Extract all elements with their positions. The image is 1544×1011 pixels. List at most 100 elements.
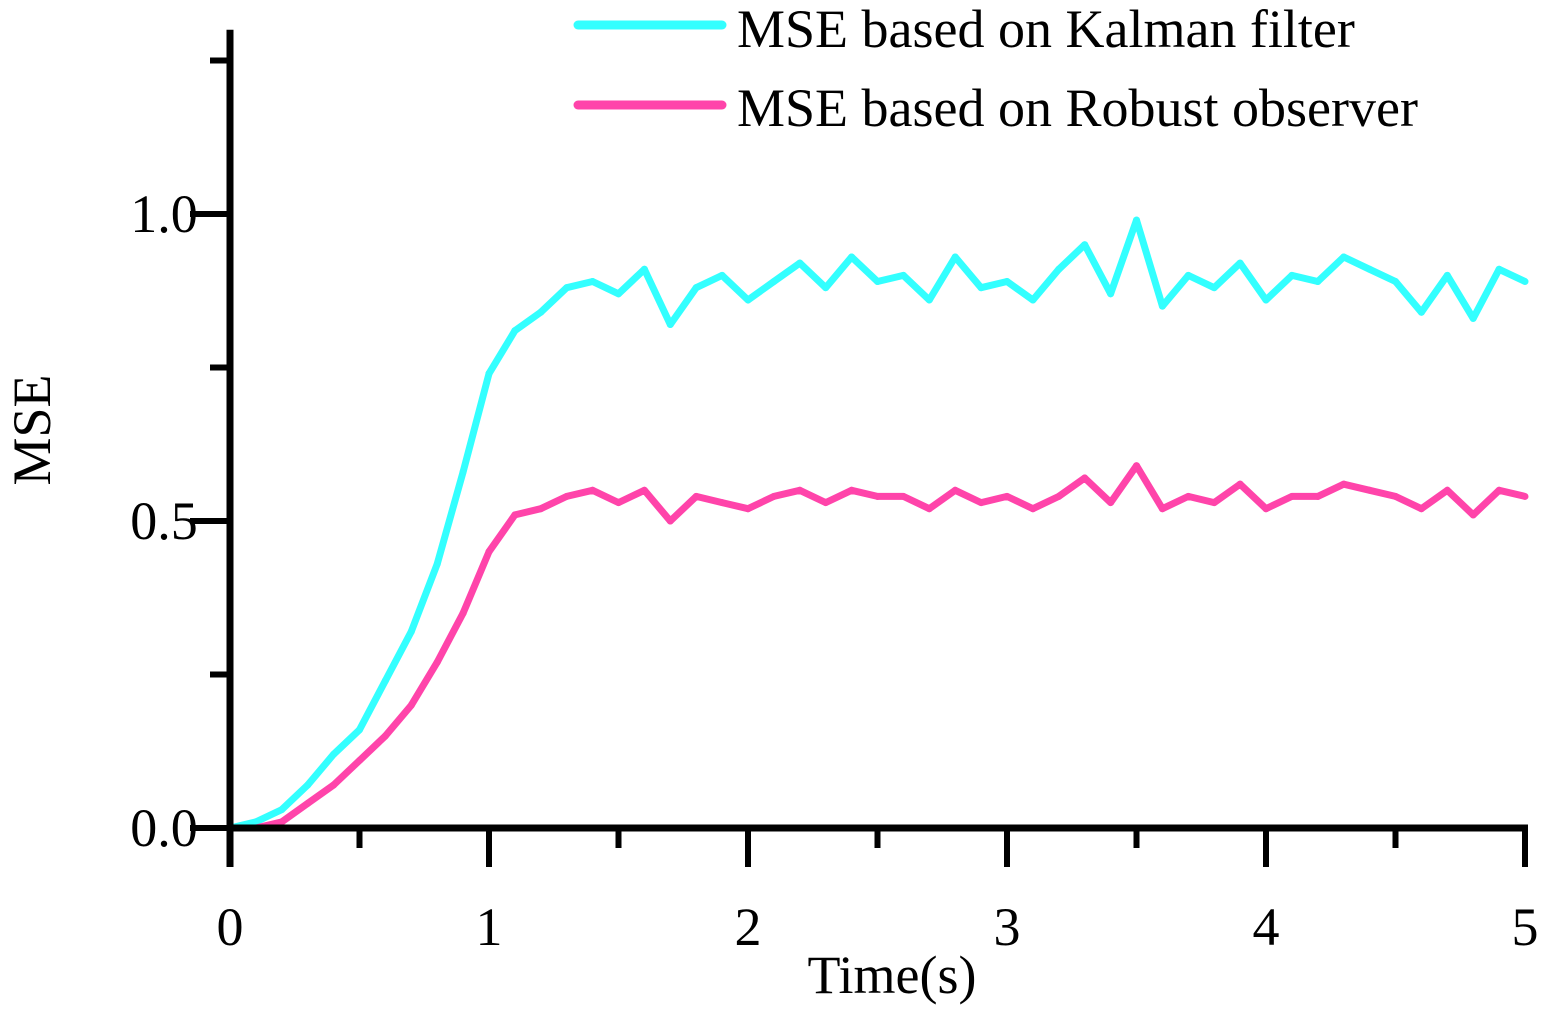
y-tick-label: 0.0 xyxy=(130,798,198,858)
data-point xyxy=(1521,492,1529,500)
data-point xyxy=(1392,278,1399,286)
data-point xyxy=(1495,265,1503,273)
data-point xyxy=(977,284,985,292)
data-point xyxy=(433,560,441,568)
data-point xyxy=(899,492,907,500)
data-point xyxy=(1133,216,1140,224)
data-point xyxy=(1055,492,1063,500)
data-point xyxy=(1107,499,1115,507)
data-point xyxy=(356,756,363,764)
data-point xyxy=(1288,492,1296,500)
data-point xyxy=(640,486,648,494)
data-point xyxy=(1081,474,1089,482)
data-point xyxy=(1210,499,1218,507)
data-point xyxy=(407,701,415,709)
data-point xyxy=(1495,486,1503,494)
x-tick-label: 2 xyxy=(735,897,762,957)
data-point xyxy=(1236,259,1244,267)
x-tick-label: 5 xyxy=(1512,897,1539,957)
data-point xyxy=(1236,480,1244,488)
data-point xyxy=(1184,271,1192,279)
data-point xyxy=(1262,296,1270,304)
data-point xyxy=(252,818,260,826)
data-point xyxy=(1003,492,1011,500)
data-point xyxy=(1314,492,1322,500)
data-point xyxy=(1340,480,1348,488)
data-point xyxy=(1340,253,1348,261)
data-point xyxy=(330,781,338,789)
data-point xyxy=(977,499,985,507)
data-point xyxy=(770,492,778,500)
data-point xyxy=(1417,505,1425,513)
data-point xyxy=(1158,505,1166,513)
data-point xyxy=(1288,271,1296,279)
data-point xyxy=(1107,290,1115,298)
data-point xyxy=(925,505,933,513)
x-axis-label: Time(s) xyxy=(807,945,976,1005)
data-point xyxy=(951,486,959,494)
data-point xyxy=(1210,284,1218,292)
data-point xyxy=(1521,278,1529,286)
data-point xyxy=(1003,278,1011,286)
data-point xyxy=(589,486,597,494)
data-point xyxy=(744,296,752,304)
data-point xyxy=(537,505,545,513)
series-layer xyxy=(226,216,1529,832)
data-point xyxy=(925,296,933,304)
data-point xyxy=(459,468,467,476)
data-point xyxy=(1392,492,1399,500)
data-point xyxy=(874,492,881,500)
data-point xyxy=(304,781,312,789)
data-point xyxy=(1443,486,1451,494)
data-point xyxy=(899,271,907,279)
data-point xyxy=(537,308,545,316)
data-point xyxy=(485,370,493,378)
data-point xyxy=(848,253,856,261)
data-point xyxy=(1184,492,1192,500)
data-point xyxy=(874,278,881,286)
data-point xyxy=(1158,302,1166,310)
series-line-1 xyxy=(230,462,1526,832)
data-point xyxy=(1417,308,1425,316)
data-point xyxy=(615,499,622,507)
data-point xyxy=(1314,278,1322,286)
y-axis-label: MSE xyxy=(2,374,62,485)
data-point xyxy=(692,284,700,292)
data-point xyxy=(1055,265,1063,273)
data-point xyxy=(459,609,467,617)
data-point xyxy=(1443,271,1451,279)
data-point xyxy=(1366,486,1374,494)
data-point xyxy=(563,492,571,500)
data-point xyxy=(407,628,415,636)
y-tick-label: 0.5 xyxy=(130,491,198,551)
data-point xyxy=(822,284,830,292)
data-point xyxy=(278,818,286,826)
data-point xyxy=(692,492,700,500)
data-point xyxy=(278,806,286,814)
data-point xyxy=(744,505,752,513)
data-point xyxy=(433,658,441,666)
data-point xyxy=(718,271,726,279)
axes: 0.0 0.5 1.0 0 1 2 3 4 5 xyxy=(130,29,1539,957)
data-point xyxy=(1029,296,1037,304)
x-tick-label: 4 xyxy=(1253,897,1280,957)
data-point xyxy=(511,327,519,335)
data-point xyxy=(381,677,389,685)
data-point xyxy=(589,278,597,286)
data-point xyxy=(822,499,830,507)
data-point xyxy=(1133,462,1140,470)
data-point xyxy=(511,511,519,519)
data-point xyxy=(718,499,726,507)
data-point xyxy=(770,278,778,286)
data-point xyxy=(615,290,622,298)
data-point xyxy=(1469,511,1477,519)
y-tick-label: 1.0 xyxy=(130,184,198,244)
series-line-0 xyxy=(229,216,1527,832)
data-point xyxy=(796,259,804,267)
data-point xyxy=(356,726,363,734)
data-point xyxy=(1366,265,1374,273)
data-point xyxy=(563,284,571,292)
data-point xyxy=(640,265,648,273)
data-point xyxy=(304,799,312,807)
data-point xyxy=(1029,505,1037,513)
